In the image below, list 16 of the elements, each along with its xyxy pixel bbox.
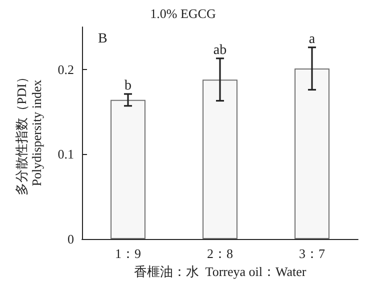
annotation: ab — [213, 42, 227, 58]
bar — [202, 80, 238, 239]
bar — [294, 68, 330, 239]
annotation: B — [98, 32, 108, 46]
x-tick-label: 2：8 — [207, 246, 233, 261]
y-axis-title: 多分散性指数（PDI） Polydispersity index — [14, 70, 44, 196]
annotation: b — [124, 78, 132, 94]
x-tick-label: 3：7 — [299, 246, 326, 261]
y-tick-label: 0.1 — [58, 146, 74, 162]
chart-title: 1.0% EGCG — [150, 6, 216, 21]
x-axis-title: 香榧油：水 Torreya oil：Water — [134, 264, 307, 279]
y-tick-label: 0.2 — [58, 62, 74, 77]
bar — [110, 100, 146, 239]
y-tick-label: 0 — [68, 232, 74, 246]
annotation: a — [308, 32, 316, 47]
x-tick-label: 1：9 — [115, 246, 141, 261]
